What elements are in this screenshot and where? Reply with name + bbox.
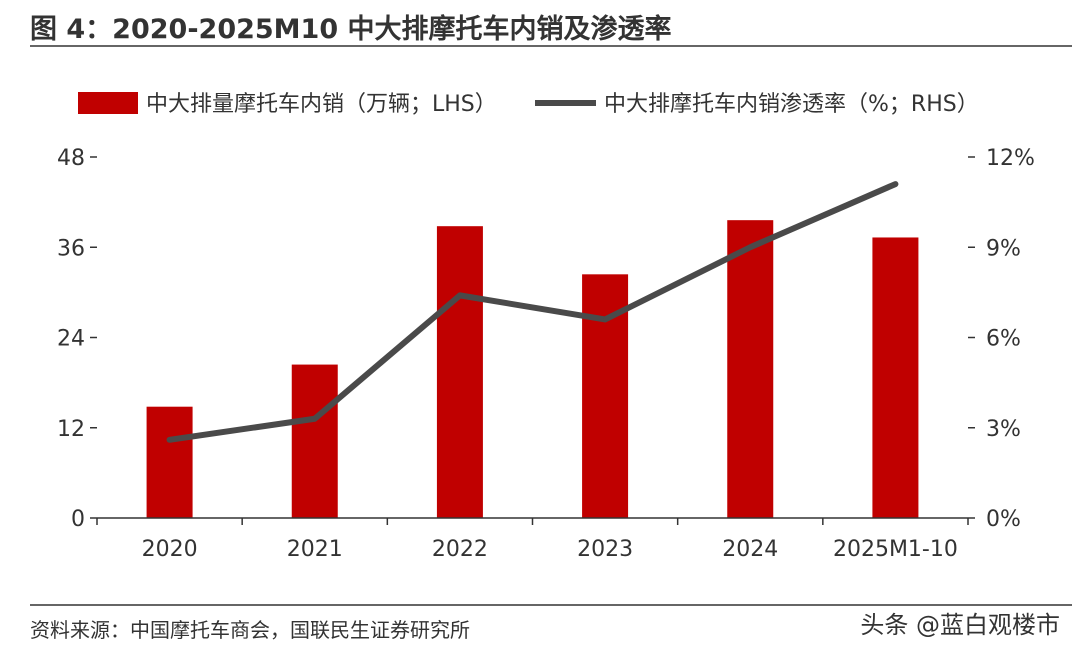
left-tick-label: 36: [57, 236, 85, 261]
x-tick-label: 2023: [577, 537, 633, 562]
right-tick-label: 3%: [986, 417, 1021, 442]
x-tick-label: 2022: [432, 537, 488, 562]
x-tick-label: 2020: [142, 537, 198, 562]
legend-line-label: 中大排摩托车内销渗透率（%；RHS）: [604, 92, 979, 117]
right-axis-ticks: 0% 3% 6% 9% 12%: [968, 146, 1035, 532]
line-point-2020: [167, 437, 172, 442]
left-tick-label: 48: [57, 146, 85, 171]
left-tick-label: 24: [57, 327, 85, 352]
left-tick-label: 12: [57, 417, 85, 442]
bar-2025M1-10: [872, 237, 919, 519]
line-point-2024: [748, 245, 753, 250]
x-tick-label: 2021: [287, 537, 343, 562]
legend: 中大排量摩托车内销（万辆；LHS） 中大排摩托车内销渗透率（%；RHS）: [78, 92, 979, 117]
left-axis-ticks: 0 12 24 36 48: [57, 146, 97, 532]
right-tick-label: 12%: [986, 146, 1035, 171]
penetration-rate-line: [166, 181, 899, 443]
right-tick-label: 6%: [986, 327, 1021, 352]
line-point-2021: [312, 416, 317, 421]
bar-2024: [727, 220, 774, 519]
right-tick-label: 0%: [986, 507, 1021, 532]
right-tick-label: 9%: [986, 236, 1021, 261]
bar-series: [146, 220, 919, 519]
line-series: [166, 181, 899, 443]
line-point-2023: [603, 317, 608, 322]
bar-2020: [146, 406, 193, 518]
legend-bar-label: 中大排量摩托车内销（万辆；LHS）: [146, 92, 497, 117]
watermark: 头条 @蓝白观楼市: [860, 611, 1060, 639]
bar-2022: [436, 226, 483, 519]
line-point-2022: [457, 293, 462, 298]
chart-title: 图 4：2020-2025M10 中大排摩托车内销及渗透率: [30, 13, 672, 45]
bar-2021: [291, 364, 338, 518]
source-note: 资料来源：中国摩托车商会，国联民生证券研究所: [30, 618, 470, 642]
x-tick-label: 2024: [722, 537, 778, 562]
line-point-2025M1-10: [893, 182, 898, 187]
x-axis-ticks: 2020 2021 2022 2023 2024 2025M1-10: [96, 518, 969, 562]
left-tick-label: 0: [71, 507, 85, 532]
legend-bar-swatch: [78, 92, 138, 114]
x-tick-label: 2025M1-10: [833, 537, 958, 562]
